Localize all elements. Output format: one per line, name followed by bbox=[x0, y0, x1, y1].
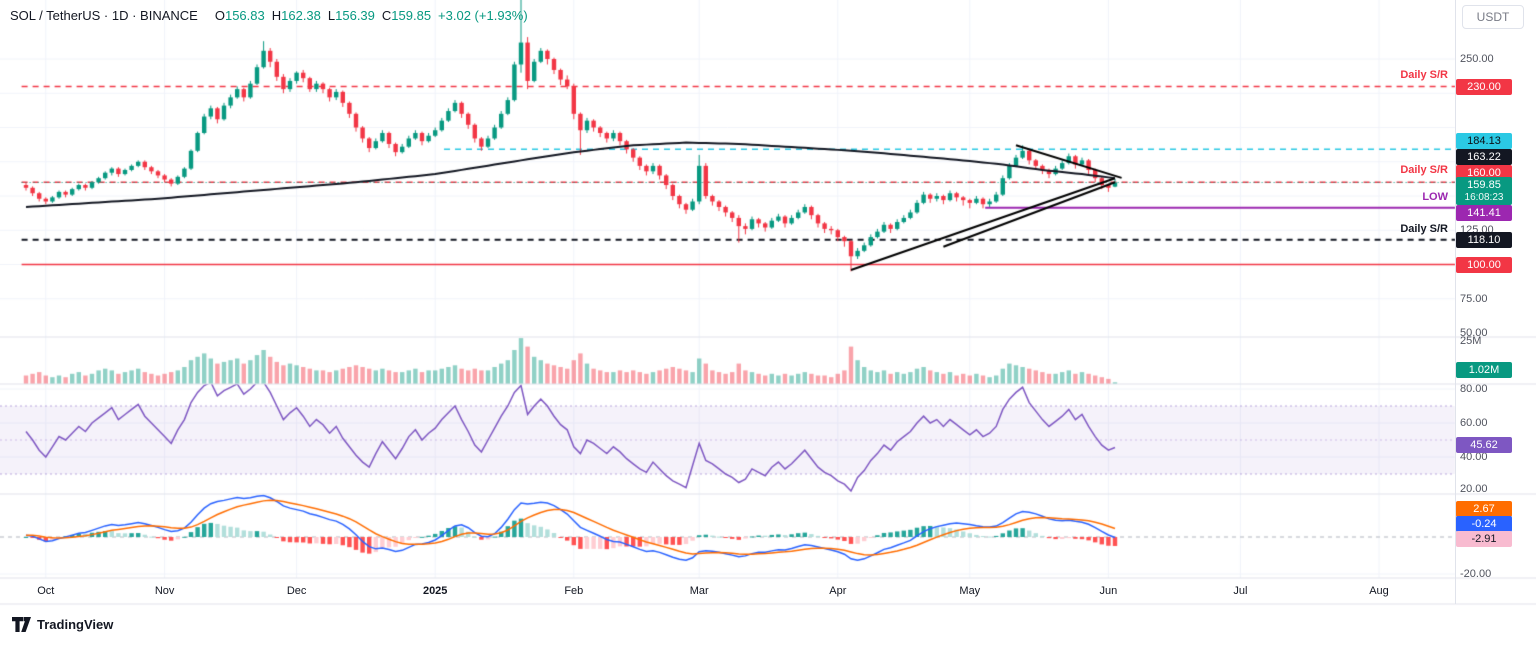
time-axis-label: Oct bbox=[37, 585, 55, 597]
time-axis-label: 2025 bbox=[422, 585, 448, 597]
price-badge: 118.10 bbox=[1456, 232, 1512, 248]
open-value: 156.83 bbox=[224, 8, 265, 23]
open-label: O bbox=[214, 8, 225, 23]
high-value: 162.38 bbox=[281, 8, 321, 23]
price-badge: -2.91 bbox=[1456, 531, 1512, 547]
price-tick: 50.00 bbox=[1460, 327, 1488, 339]
price-badge: -0.24 bbox=[1456, 516, 1512, 532]
price-badge: 163.22 bbox=[1456, 149, 1512, 165]
level-line-label: LOW bbox=[1422, 191, 1448, 203]
price-badge: 100.00 bbox=[1456, 257, 1512, 273]
price-tick: 250.00 bbox=[1460, 53, 1494, 65]
price-tick: -20.00 bbox=[1460, 568, 1492, 580]
price-tick: 40.00 bbox=[1460, 451, 1488, 463]
price-tick: 20.00 bbox=[1460, 483, 1488, 495]
time-axis-label: Jun bbox=[1099, 585, 1118, 597]
time-axis-label: Jul bbox=[1233, 585, 1248, 597]
time-axis-label: Dec bbox=[286, 585, 307, 597]
price-badge: 2.67 bbox=[1456, 501, 1512, 517]
price-badge: 184.13 bbox=[1456, 133, 1512, 149]
time-axis-label: Mar bbox=[689, 585, 709, 597]
price-badge: 45.62 bbox=[1456, 437, 1512, 453]
price-badge: 141.41 bbox=[1456, 205, 1512, 221]
price-tick: 60.00 bbox=[1460, 417, 1488, 429]
symbol-title[interactable]: SOL / TetherUS · 1D · BINANCE bbox=[10, 8, 198, 23]
close-value: 159.85 bbox=[391, 8, 432, 23]
tradingview-logo[interactable]: TradingView bbox=[12, 617, 113, 632]
time-axis-label: May bbox=[959, 585, 981, 597]
time-axis-label: Aug bbox=[1369, 585, 1389, 597]
time-axis-label: Feb bbox=[564, 585, 584, 597]
price-badge: 159.85 16:08:23 bbox=[1456, 177, 1512, 205]
price-badge: 230.00 bbox=[1456, 79, 1512, 95]
price-tick: 25M bbox=[1460, 335, 1482, 347]
level-line-label: Daily S/R bbox=[1400, 223, 1448, 235]
price-badge: 1.02M bbox=[1456, 362, 1512, 378]
time-axis-label: Nov bbox=[154, 585, 175, 597]
currency-toggle-button[interactable]: USDT bbox=[1462, 5, 1524, 29]
high-label: H bbox=[271, 8, 282, 23]
price-axis-separator bbox=[1455, 0, 1456, 604]
close-label: C bbox=[381, 8, 392, 23]
countdown-timer: 16:08:23 bbox=[1464, 192, 1504, 203]
tradingview-logo-icon bbox=[12, 617, 31, 632]
level-line-label: Daily S/R bbox=[1400, 164, 1448, 176]
price-tick: 80.00 bbox=[1460, 383, 1488, 395]
symbol-legend[interactable]: SOL / TetherUS · 1D · BINANCE O156.83 H162… bbox=[10, 8, 528, 23]
level-line-label: Daily S/R bbox=[1400, 69, 1448, 81]
time-axis-label: Apr bbox=[829, 585, 847, 597]
low-value: 156.39 bbox=[335, 8, 375, 23]
tradingview-logo-text: TradingView bbox=[37, 617, 114, 632]
low-label: L bbox=[327, 8, 336, 23]
price-tick: 75.00 bbox=[1460, 293, 1488, 305]
change-value: +3.02 (+1.93%) bbox=[438, 8, 528, 23]
